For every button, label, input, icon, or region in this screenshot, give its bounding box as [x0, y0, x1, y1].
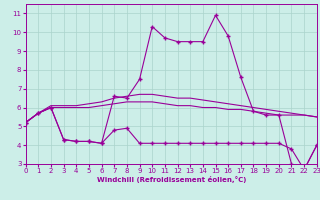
X-axis label: Windchill (Refroidissement éolien,°C): Windchill (Refroidissement éolien,°C) [97, 176, 246, 183]
